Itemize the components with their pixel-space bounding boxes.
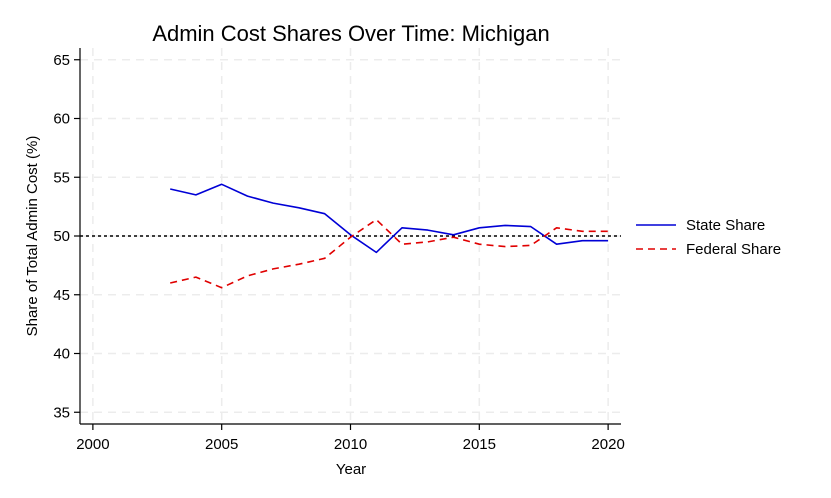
y-axis-label: Share of Total Admin Cost (%) [24, 136, 41, 337]
y-tick-label: 35 [53, 404, 70, 421]
x-tick-label: 2015 [463, 436, 496, 453]
legend: State Share Federal Share [636, 217, 781, 258]
y-axis-ticks: 35 40 45 50 55 60 65 [53, 52, 80, 421]
y-tick-label: 45 [53, 287, 70, 304]
y-tick-label: 50 [53, 228, 70, 245]
x-tick-label: 2010 [334, 436, 367, 453]
x-tick-label: 2000 [76, 436, 109, 453]
grid [80, 48, 621, 424]
legend-label: Federal Share [686, 241, 781, 258]
legend-label: State Share [686, 217, 765, 234]
y-tick-label: 65 [53, 52, 70, 69]
x-axis-label: Year [336, 461, 366, 478]
series-line-federal-share [170, 218, 609, 289]
y-tick-label: 40 [53, 346, 70, 363]
series-line-state-share [170, 183, 609, 254]
y-tick-label: 60 [53, 111, 70, 128]
x-tick-label: 2005 [205, 436, 238, 453]
chart-title: Admin Cost Shares Over Time: Michigan [152, 21, 549, 46]
series-lines [170, 183, 609, 289]
y-tick-label: 55 [53, 169, 70, 186]
x-tick-label: 2020 [591, 436, 624, 453]
x-axis-ticks: 2000 2005 2010 2015 2020 [76, 424, 625, 453]
